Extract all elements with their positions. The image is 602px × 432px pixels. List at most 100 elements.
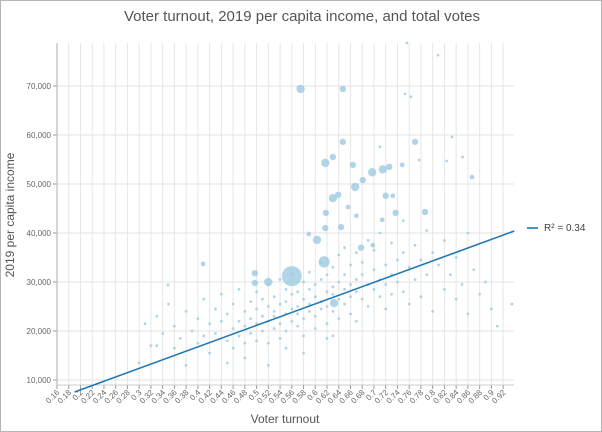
data-point (249, 300, 253, 303)
y-tick-label: 70,000 (27, 82, 52, 91)
data-point (319, 261, 323, 264)
data-point (155, 314, 159, 318)
data-point (290, 307, 294, 311)
data-point (196, 317, 200, 321)
data-point (231, 302, 235, 306)
data-point (284, 346, 288, 350)
data-point (331, 334, 335, 338)
data-point (425, 273, 429, 277)
data-point (466, 312, 470, 316)
data-point (399, 162, 405, 168)
data-point (460, 283, 464, 286)
data-point (360, 297, 364, 301)
data-point (489, 307, 493, 311)
data-point (167, 302, 170, 306)
data-point (281, 266, 302, 287)
data-point (237, 334, 241, 338)
data-point (378, 145, 382, 149)
data-point (231, 346, 235, 350)
data-point (261, 314, 264, 318)
data-point (419, 258, 423, 262)
data-point (329, 298, 339, 308)
data-point (243, 310, 247, 313)
data-point (208, 351, 212, 355)
data-point (396, 258, 399, 262)
data-point (401, 219, 405, 223)
data-point (202, 297, 206, 301)
data-point (308, 310, 311, 313)
data-point (349, 263, 352, 267)
data-point (349, 283, 352, 286)
data-point (302, 351, 305, 355)
data-point (196, 341, 200, 345)
chart-title: Voter turnout, 2019 per capita income, a… (123, 8, 481, 25)
data-point (302, 280, 305, 284)
data-point (413, 278, 417, 281)
data-point (372, 268, 376, 272)
data-point (454, 256, 458, 259)
data-point (272, 314, 276, 318)
data-point (396, 280, 399, 284)
legend-label: R² = 0.34 (544, 223, 586, 234)
data-point (261, 297, 264, 301)
data-point (328, 194, 338, 203)
data-point (478, 292, 482, 296)
data-point (331, 292, 335, 296)
data-point (349, 295, 352, 299)
data-point (284, 287, 288, 291)
data-point (390, 241, 393, 245)
data-point (329, 153, 337, 161)
data-point (431, 251, 435, 255)
data-point (354, 319, 358, 323)
data-point (318, 256, 330, 268)
y-tick-label: 60,000 (27, 131, 52, 140)
data-point (343, 287, 347, 291)
data-point (225, 361, 229, 365)
data-point (370, 242, 376, 248)
data-point (331, 285, 335, 289)
data-point (360, 273, 364, 277)
data-point (443, 238, 446, 242)
data-point (219, 292, 223, 296)
data-point (443, 287, 446, 291)
y-tick-label: 40,000 (27, 229, 52, 238)
data-point (372, 287, 376, 291)
data-point (278, 302, 282, 306)
data-point (322, 209, 330, 217)
data-point (357, 244, 365, 251)
data-point (334, 191, 342, 198)
data-point (472, 268, 476, 272)
y-tick-label: 50,000 (27, 180, 52, 189)
data-point (302, 317, 305, 321)
data-point (251, 279, 259, 287)
data-point (466, 231, 470, 235)
data-point (337, 253, 341, 257)
data-point (243, 324, 247, 328)
data-point (178, 336, 182, 340)
data-point (339, 138, 347, 146)
data-point (411, 138, 419, 146)
data-point (143, 322, 147, 326)
data-point (313, 283, 317, 286)
data-point (386, 163, 393, 171)
data-point (339, 85, 347, 93)
data-point (353, 213, 359, 219)
data-point (421, 208, 429, 216)
data-point (366, 238, 370, 242)
data-point (450, 135, 454, 139)
data-point (184, 363, 188, 367)
data-point (296, 84, 305, 94)
data-point (431, 310, 435, 313)
data-point (384, 283, 388, 286)
data-point (296, 290, 300, 294)
data-point (417, 158, 421, 162)
data-point (290, 319, 294, 323)
data-point (200, 261, 206, 267)
data-point (378, 165, 387, 174)
y-tick-label: 30,000 (27, 278, 52, 287)
data-point (368, 168, 377, 177)
data-point (237, 287, 241, 291)
data-point (392, 209, 399, 217)
data-point (331, 310, 335, 313)
